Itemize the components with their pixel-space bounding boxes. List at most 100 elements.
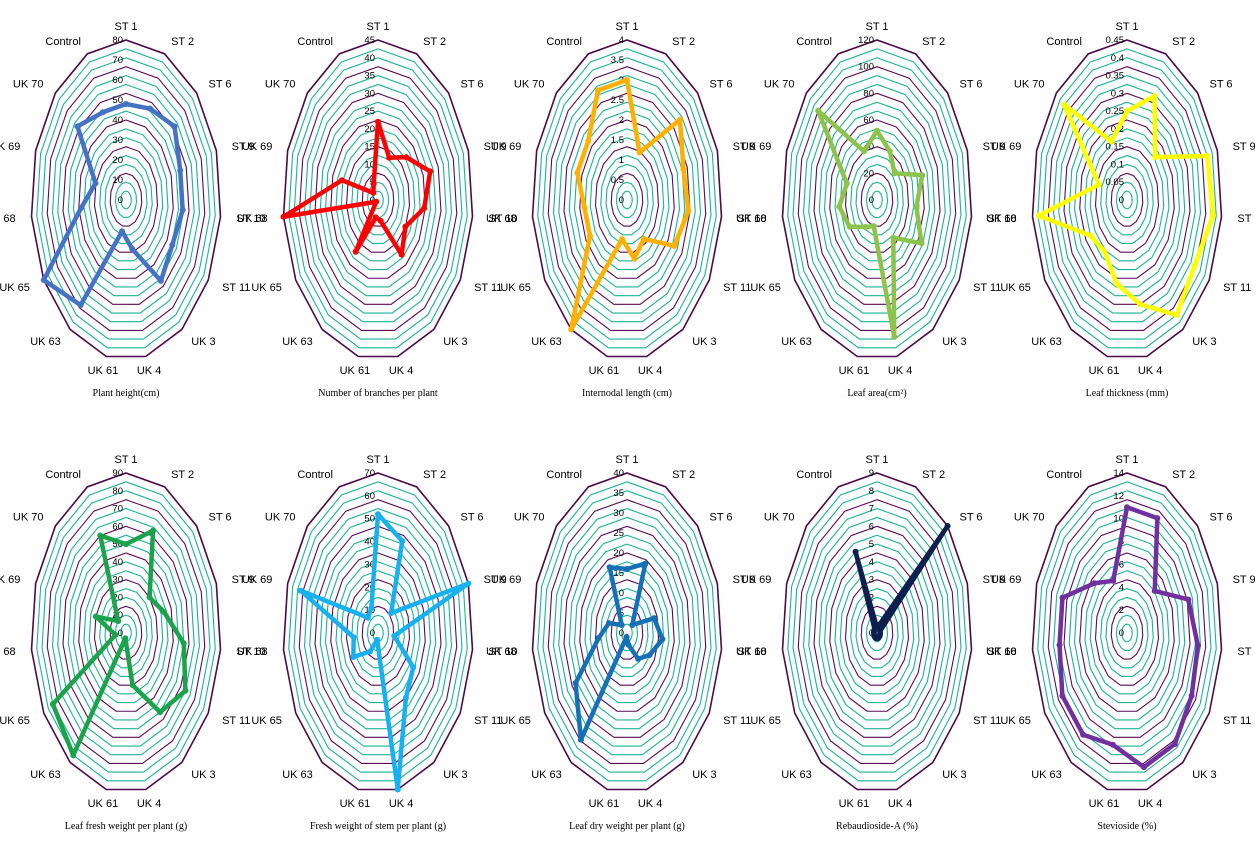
tick-label: 0.5 [611,175,624,186]
axis-label: ST 10 [488,646,517,658]
grid-ring [813,92,941,305]
data-point [1137,301,1144,308]
axis-label: ST 11 [973,282,1001,294]
data-point [375,118,381,125]
axis-labels: ST 1 ST 2 ST 6 ST 9 ST 10 ST 11 UK 3 UK 4 UK 61 U… [486,454,767,810]
grid-ring [829,552,925,712]
tick-label: 30 [112,135,123,146]
axis-label: UK 70 [13,512,44,524]
axis-label: UK 63 [282,769,313,781]
data-point [629,621,636,628]
data-point [891,170,898,177]
tick-label: 20 [112,155,123,166]
axis-label: ST 10 [1237,646,1255,658]
grid-ring [67,101,185,297]
grid-ring [309,83,447,314]
grid-ring [46,66,206,331]
axis-label: ST 10 [987,213,1016,225]
data-point [890,234,897,241]
grid-ring [531,39,723,358]
data-point [1204,153,1211,160]
tick-label: 50 [112,95,123,106]
axis-label: UK 63 [781,336,812,348]
axis-label: ST 9 [733,574,756,586]
data-point [350,634,357,641]
data-point [147,105,154,112]
tick-label: 5 [869,539,874,550]
grid-ring [62,525,190,738]
data-point [338,177,345,184]
chart-title: Number of branches per plant [318,388,438,399]
tick-label: 0.3 [1111,88,1124,99]
grid-ring [584,128,670,271]
axis-labels: ST 1 ST 2 ST 6 ST 9 ST 10 ST 11 UK 3 UK 4 UK 61 U… [986,454,1255,810]
axis-label: ST 6 [960,512,983,524]
grid-ring [558,516,696,747]
axis-label: ST 9 [1233,574,1255,586]
axis-label: Control [796,36,831,48]
axis-label: UK 63 [531,769,562,781]
grid-ring [345,146,411,253]
data-point [913,203,920,210]
tick-label: 15 [613,568,624,579]
chart-title: Stevioside (%) [1097,821,1156,832]
tick-label: 1 [619,155,624,166]
axis-label: UK 61 [839,798,870,810]
axis-labels: ST 1 ST 2 ST 6 ST 9 ST 10 ST 11 UK 3 UK 4 UK 61 U… [0,21,266,377]
axis-label: ST 2 [423,36,446,48]
data-point [465,580,472,587]
axis-label: UK 63 [1031,769,1062,781]
axis-label: ST 9 [983,574,1006,586]
axis-label: ST 6 [461,512,484,524]
grid-ring [839,570,915,695]
axis-labels: ST 1 ST 2 ST 6 ST 9 ST 10 ST 11 UK 3 UK 4 UK 61 U… [986,21,1255,377]
data-point [177,167,184,174]
axis-label: UK 3 [191,336,215,348]
grid-ring [860,605,894,660]
axis-label: ST 6 [960,79,983,91]
axis-label: UK 65 [251,282,282,294]
data-point [671,243,678,249]
axis-label: UK 69 [0,141,20,153]
data-point [398,251,405,258]
axis-label: ST 2 [922,36,945,48]
axis-label: UK 61 [88,798,119,810]
data-point [350,654,357,660]
tick-label: 20 [364,124,375,135]
axis-label: UK 70 [13,79,44,91]
grid-ring [282,39,474,358]
data-point [1210,212,1217,219]
tick-label: 6 [1119,559,1124,570]
axis-labels: ST 1 ST 2 ST 6 ST 9 ST 10 ST 11 UK 3 UK 4 UK 61 U… [486,21,767,377]
grid-ring [288,481,468,782]
grid-ring [356,163,400,236]
axis-label: UK 4 [888,798,912,810]
data-point [161,609,168,616]
axis-label: UK 4 [888,365,912,377]
data-point [182,687,189,694]
data-point [1059,692,1066,699]
grid-ring [314,92,442,305]
grid-ring [83,128,169,271]
axis-label: UK 68 [0,646,16,658]
axis-label: ST 11 [973,715,1001,727]
grid-ring [537,48,717,349]
tick-label: 8 [869,486,874,497]
tick-label: 0 [619,195,624,206]
grid-ring [293,490,463,773]
grid-ring [792,490,962,773]
grid-ring [41,490,211,773]
series-line [815,108,925,340]
axis-label: ST 1 [865,454,888,466]
axis-label: ST 1 [615,454,638,466]
tick-label: 20 [364,582,375,593]
chart-title: Rebaudioside-A (%) [836,821,918,832]
data-point [92,613,99,620]
grid-ring [792,57,962,340]
data-point [1151,587,1158,594]
grid-ring [802,74,952,323]
radar-grid [781,39,973,358]
axis-label: ST 1 [366,21,389,33]
tick-label: 40 [613,468,624,479]
